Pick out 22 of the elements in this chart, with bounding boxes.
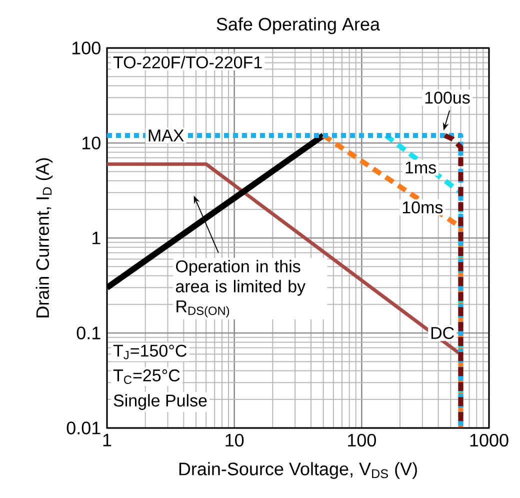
annotation: 100us	[425, 92, 470, 104]
annotation: DC	[431, 326, 454, 340]
x-tick-label: 100	[348, 434, 376, 447]
annotation: Operation in this area is limited by R$_{DS(ON)}$	[176, 260, 306, 318]
y-tick-label: 100	[72, 42, 100, 54]
y-tick-label: 0.01	[66, 422, 100, 434]
x-tick-label: 1000	[470, 434, 508, 447]
chart-title: Safe Operating Area	[216, 17, 380, 34]
x-tick-label: 10	[226, 434, 244, 447]
y-tick-label: 0.1	[76, 326, 100, 340]
y-axis-title: Drain Current, I$_{D}$ (A)	[36, 158, 53, 318]
annotation: T$_{C}$=25°C	[113, 369, 180, 384]
annotation: 10ms	[402, 201, 443, 214]
x-tick-label: 1	[103, 434, 112, 446]
y-tick-label: 1	[92, 232, 100, 244]
x-axis-title: Drain-Source Voltage, V$_{DS}$ (V)	[179, 462, 417, 479]
annotation: Single Pulse	[114, 394, 207, 410]
annotation: MAX	[148, 130, 184, 142]
annotation: T$_{J}$=150°C	[113, 344, 187, 360]
annotation: TO-220F/TO-220F1	[113, 56, 262, 68]
annotation: 1ms	[406, 162, 436, 174]
y-tick-label: 10	[82, 136, 100, 150]
